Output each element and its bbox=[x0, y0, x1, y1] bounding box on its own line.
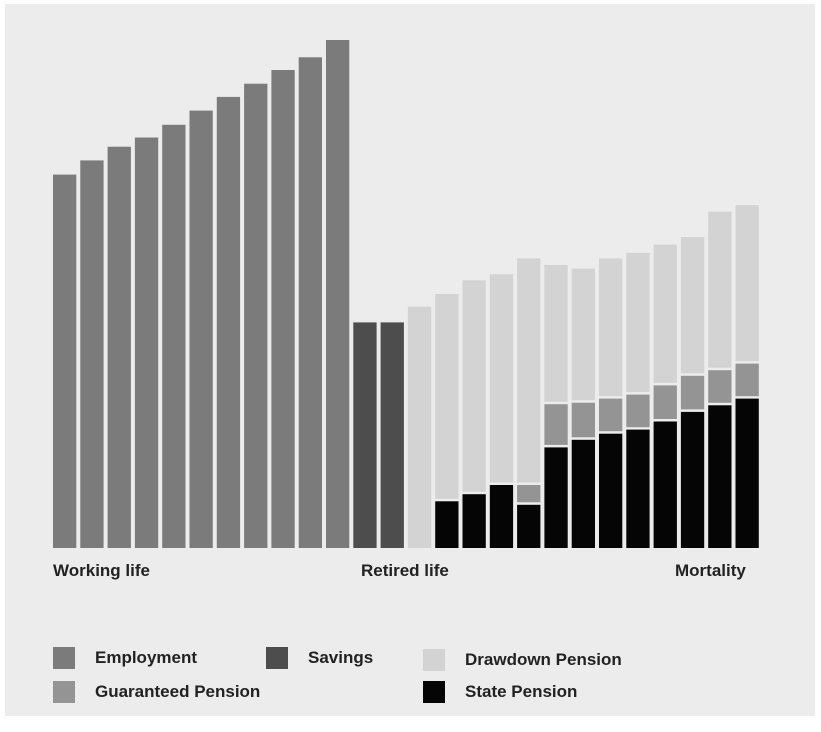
legend-item-drawdown-pension: Drawdown Pension bbox=[423, 649, 622, 671]
bar-state-pension-26 bbox=[735, 398, 759, 548]
legend-label-savings: Savings bbox=[308, 648, 374, 667]
bar-guaranteed-pension-18 bbox=[517, 485, 541, 503]
bar-employment-8 bbox=[244, 83, 268, 548]
bar-state-pension-21 bbox=[599, 433, 623, 548]
legend-swatch-employment bbox=[53, 647, 75, 669]
bar-guaranteed-pension-21 bbox=[599, 398, 623, 432]
legend-swatch-state-pension bbox=[423, 681, 445, 703]
bar-state-pension-19 bbox=[544, 447, 568, 548]
bar-drawdown-pension-18 bbox=[517, 258, 541, 483]
bar-drawdown-pension-15 bbox=[435, 294, 459, 499]
bar-state-pension-23 bbox=[653, 421, 677, 548]
bar-employment-3 bbox=[107, 146, 131, 548]
bar-employment-10 bbox=[298, 57, 322, 549]
bar-drawdown-pension-23 bbox=[653, 244, 677, 383]
legend-swatch-savings bbox=[266, 647, 288, 669]
bar-drawdown-pension-24 bbox=[680, 237, 705, 374]
legend-item-state-pension: State Pension bbox=[423, 681, 577, 703]
x-label-mortality: Mortality bbox=[675, 561, 746, 580]
bar-employment-7 bbox=[216, 96, 241, 549]
legend-label-drawdown-pension: Drawdown Pension bbox=[465, 650, 622, 669]
bar-guaranteed-pension-24 bbox=[680, 375, 705, 410]
legend-label-employment: Employment bbox=[95, 648, 198, 667]
bar-drawdown-pension-22 bbox=[626, 252, 650, 393]
bar-drawdown-pension-16 bbox=[462, 280, 486, 492]
legend-item-savings: Savings bbox=[266, 647, 373, 669]
bar-state-pension-22 bbox=[626, 429, 650, 548]
bar-drawdown-pension-21 bbox=[599, 258, 623, 397]
bar-employment-11 bbox=[326, 40, 350, 548]
bar-guaranteed-pension-26 bbox=[735, 363, 759, 397]
bar-guaranteed-pension-23 bbox=[653, 385, 677, 419]
x-label-working-life: Working life bbox=[53, 561, 150, 580]
legend-label-state-pension: State Pension bbox=[465, 682, 578, 701]
bar-guaranteed-pension-25 bbox=[708, 370, 732, 403]
bar-state-pension-25 bbox=[708, 405, 732, 548]
legend-label-guaranteed-pension: Guaranteed Pension bbox=[95, 682, 261, 701]
bar-savings-12 bbox=[353, 322, 377, 548]
bar-state-pension-15 bbox=[435, 501, 459, 548]
bar-state-pension-18 bbox=[517, 504, 541, 548]
bar-guaranteed-pension-20 bbox=[571, 402, 595, 438]
bar-drawdown-pension-19 bbox=[544, 265, 568, 402]
bar-state-pension-20 bbox=[571, 439, 595, 548]
bar-drawdown-pension-26 bbox=[735, 205, 759, 362]
x-label-retired-life: Retired life bbox=[361, 561, 449, 580]
bar-savings-13 bbox=[380, 322, 404, 548]
bar-guaranteed-pension-19 bbox=[544, 404, 568, 445]
bar-guaranteed-pension-22 bbox=[626, 394, 650, 428]
bar-state-pension-17 bbox=[489, 485, 514, 548]
bar-state-pension-24 bbox=[680, 411, 705, 548]
bar-employment-1 bbox=[53, 174, 77, 548]
legend-item-employment: Employment bbox=[53, 647, 197, 669]
legend-item-guaranteed-pension: Guaranteed Pension bbox=[53, 681, 260, 703]
bar-employment-4 bbox=[134, 137, 159, 548]
bar-state-pension-16 bbox=[462, 494, 486, 548]
bar-drawdown-pension-17 bbox=[489, 274, 514, 483]
legend-swatch-guaranteed-pension bbox=[53, 681, 75, 703]
bar-drawdown-pension-25 bbox=[708, 211, 732, 368]
bar-drawdown-pension-14 bbox=[407, 306, 432, 548]
bar-employment-5 bbox=[162, 124, 186, 549]
bar-employment-9 bbox=[271, 70, 295, 548]
bar-employment-6 bbox=[189, 110, 213, 548]
legend-swatch-drawdown-pension bbox=[423, 649, 445, 671]
bar-drawdown-pension-20 bbox=[571, 268, 595, 401]
bar-employment-2 bbox=[80, 160, 104, 548]
